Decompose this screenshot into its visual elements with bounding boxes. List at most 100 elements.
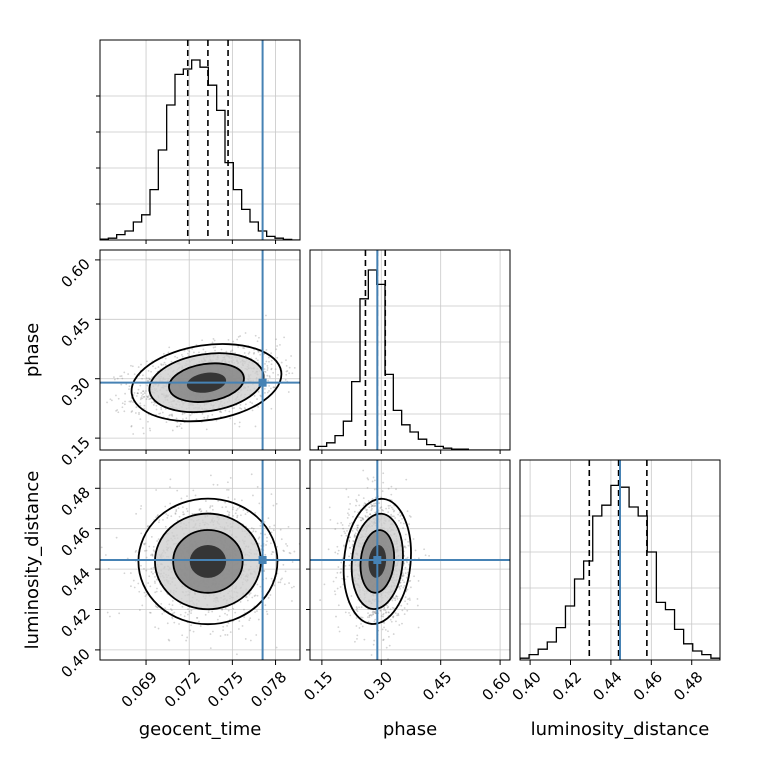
sample-point: [159, 412, 162, 415]
sample-point: [270, 352, 273, 355]
sample-point: [281, 577, 283, 580]
sample-point: [285, 373, 288, 376]
sample-point: [138, 609, 141, 611]
sample-point: [150, 461, 152, 463]
sample-point: [242, 509, 245, 511]
sample-point: [154, 626, 157, 629]
sample-point: [177, 507, 180, 510]
sample-point: [341, 524, 344, 526]
sample-point: [346, 517, 349, 519]
sample-point: [219, 635, 222, 637]
sample-point: [333, 590, 336, 593]
sample-point: [176, 425, 179, 428]
sample-point: [362, 469, 365, 472]
sample-point: [100, 546, 103, 549]
sample-point: [264, 391, 266, 394]
sample-point: [198, 509, 201, 512]
sample-point: [227, 496, 230, 499]
sample-point: [273, 584, 276, 587]
sample-point: [249, 617, 252, 620]
sample-point: [175, 509, 178, 511]
sample-point: [224, 501, 227, 504]
sample-point: [402, 574, 405, 577]
sample-point: [142, 390, 145, 393]
sample-point: [221, 608, 224, 611]
scatter-geocent_time-phase: [100, 250, 300, 463]
sample-point: [392, 508, 394, 511]
sample-point: [358, 516, 360, 518]
sample-point: [358, 627, 361, 629]
sample-point: [107, 567, 110, 570]
sample-point: [242, 347, 244, 349]
sample-point: [263, 570, 266, 573]
sample-point: [387, 487, 390, 490]
sample-point: [276, 345, 278, 347]
sample-point: [214, 349, 216, 352]
sample-point: [368, 506, 371, 509]
sample-point: [398, 519, 400, 522]
sample-point: [178, 623, 180, 625]
sample-point: [345, 534, 348, 537]
sample-point: [365, 511, 368, 514]
sample-point: [407, 544, 410, 547]
sample-point: [120, 383, 123, 386]
sample-point: [130, 424, 133, 427]
sample-point: [404, 596, 407, 599]
sample-point: [266, 369, 269, 371]
sample-point: [226, 488, 228, 491]
histogram-phase: [310, 250, 510, 450]
sample-point: [349, 546, 351, 549]
scatter-phase-luminosity_distance: [310, 460, 510, 660]
sample-point: [389, 608, 392, 611]
sample-point: [353, 510, 356, 513]
sample-point: [266, 391, 269, 394]
sample-point: [280, 538, 283, 541]
sample-point: [142, 396, 145, 398]
sample-point: [239, 403, 242, 406]
sample-point: [121, 402, 124, 405]
sample-point: [387, 511, 390, 514]
sample-point: [236, 507, 239, 510]
sample-point: [354, 535, 357, 538]
sample-point: [372, 505, 375, 508]
sample-point: [286, 370, 289, 372]
sample-point: [205, 428, 208, 431]
sample-point: [236, 516, 239, 519]
scatter-geocent_time-luminosity_distance: [100, 460, 300, 660]
sample-point: [123, 410, 126, 413]
sample-point: [164, 363, 167, 366]
sample-point: [209, 474, 212, 477]
histogram-step: [310, 269, 510, 450]
sample-point: [151, 553, 154, 556]
sample-point: [162, 518, 164, 521]
sample-point: [403, 584, 406, 587]
sample-point: [232, 607, 235, 610]
sample-point: [264, 533, 267, 536]
sample-point: [146, 395, 148, 398]
sample-point: [204, 500, 207, 502]
sample-point: [361, 518, 364, 521]
sample-point: [337, 549, 340, 552]
sample-point: [154, 605, 157, 607]
sample-point: [399, 521, 402, 524]
sample-point: [241, 625, 244, 627]
sample-point: [385, 611, 388, 613]
sample-point: [396, 614, 398, 617]
sample-point: [139, 418, 142, 421]
sample-point: [158, 519, 161, 521]
sample-point: [328, 506, 331, 509]
sample-point: [259, 548, 262, 551]
sample-point: [257, 350, 260, 353]
sample-point: [130, 411, 133, 413]
sample-point: [252, 494, 254, 497]
sample-point: [366, 616, 369, 619]
sample-point: [265, 360, 268, 363]
sample-point: [423, 548, 426, 551]
sample-point: [283, 550, 285, 552]
y-tick-label: 0.30: [57, 374, 93, 410]
y-tick-label: 0.44: [57, 564, 93, 600]
sample-point: [252, 352, 255, 355]
sample-point: [290, 586, 293, 589]
sample-point: [218, 410, 221, 413]
histogram-step: [100, 59, 300, 240]
